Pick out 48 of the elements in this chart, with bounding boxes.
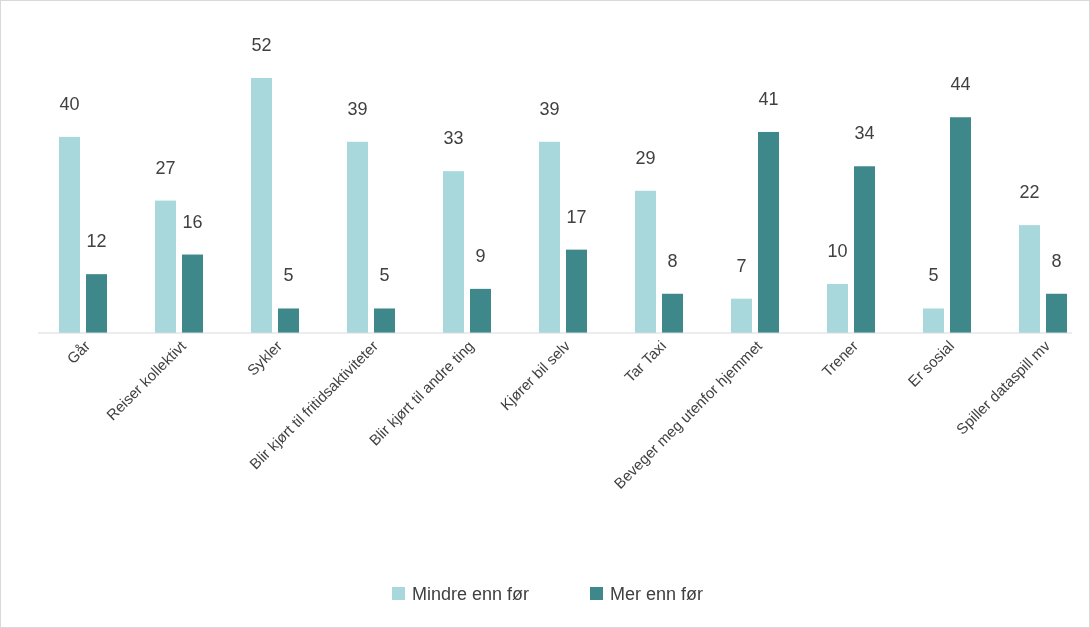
data-label: 7 bbox=[736, 255, 747, 276]
bar bbox=[731, 298, 752, 333]
bar bbox=[470, 288, 491, 333]
bar bbox=[1046, 293, 1067, 333]
bar bbox=[1019, 225, 1040, 333]
bar bbox=[662, 293, 683, 333]
data-label: 39 bbox=[539, 98, 560, 119]
bar bbox=[251, 78, 272, 333]
data-label: 12 bbox=[86, 231, 107, 252]
x-tick-label: Tar Taxi bbox=[620, 337, 670, 386]
bar bbox=[374, 308, 395, 333]
legend-label: Mer enn før bbox=[610, 584, 704, 604]
data-label: 17 bbox=[566, 206, 587, 227]
x-tick-label: Går bbox=[63, 337, 94, 367]
bar bbox=[59, 136, 80, 333]
data-label: 8 bbox=[667, 250, 678, 271]
data-label: 34 bbox=[854, 123, 875, 144]
bar bbox=[155, 200, 176, 333]
bar bbox=[443, 171, 464, 333]
bar bbox=[854, 166, 875, 333]
data-label: 8 bbox=[1051, 250, 1062, 271]
data-label: 10 bbox=[827, 240, 848, 261]
data-label: 5 bbox=[928, 265, 939, 286]
data-label: 5 bbox=[379, 265, 390, 286]
data-label: 5 bbox=[283, 265, 294, 286]
bar bbox=[86, 274, 107, 333]
bar bbox=[635, 190, 656, 333]
data-label: 39 bbox=[347, 98, 368, 119]
legend-label: Mindre enn før bbox=[412, 584, 530, 604]
data-label: 44 bbox=[950, 74, 971, 95]
data-label: 27 bbox=[155, 157, 176, 178]
data-label: 22 bbox=[1019, 182, 1040, 203]
data-label: 41 bbox=[758, 88, 779, 109]
data-label: 29 bbox=[635, 147, 656, 168]
bar bbox=[278, 308, 299, 333]
bar bbox=[566, 249, 587, 333]
data-label: 9 bbox=[475, 245, 486, 266]
data-label: 52 bbox=[251, 35, 272, 56]
bar bbox=[347, 141, 368, 333]
data-label: 40 bbox=[59, 93, 80, 114]
bar bbox=[758, 131, 779, 333]
bar bbox=[827, 283, 848, 333]
bar bbox=[923, 308, 944, 333]
bar bbox=[539, 141, 560, 333]
data-label: 16 bbox=[182, 211, 203, 232]
data-label: 33 bbox=[443, 128, 464, 149]
bar bbox=[182, 254, 203, 333]
bar bbox=[950, 117, 971, 333]
